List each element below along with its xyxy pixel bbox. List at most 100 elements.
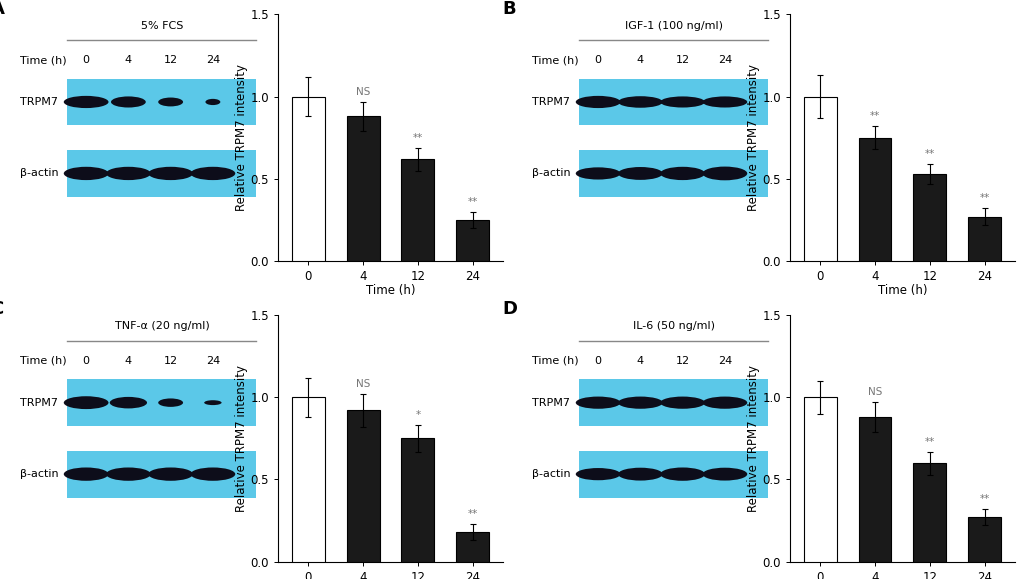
- Text: **: **: [924, 437, 934, 446]
- Text: 4: 4: [636, 356, 643, 366]
- Text: TRPM7: TRPM7: [20, 97, 58, 107]
- Bar: [579, 450, 767, 497]
- Ellipse shape: [575, 397, 620, 409]
- Bar: [858, 417, 891, 562]
- Text: 0: 0: [594, 55, 601, 65]
- Text: A: A: [0, 0, 4, 18]
- Bar: [803, 397, 836, 562]
- Text: TNF-α (20 ng/ml): TNF-α (20 ng/ml): [114, 321, 209, 331]
- Ellipse shape: [148, 167, 193, 180]
- Ellipse shape: [191, 167, 235, 180]
- Bar: [913, 463, 946, 562]
- Text: C: C: [0, 301, 4, 318]
- Ellipse shape: [158, 398, 182, 407]
- Ellipse shape: [702, 468, 747, 481]
- Ellipse shape: [205, 99, 220, 105]
- Text: 0: 0: [83, 356, 90, 366]
- Text: 4: 4: [124, 356, 131, 366]
- Text: **: **: [467, 509, 477, 519]
- Bar: [455, 220, 489, 261]
- Text: 12: 12: [163, 55, 177, 65]
- Text: Time (h): Time (h): [532, 55, 579, 65]
- Ellipse shape: [618, 397, 662, 409]
- Text: **: **: [924, 149, 934, 159]
- Text: Time (h): Time (h): [20, 356, 67, 366]
- Text: β-actin: β-actin: [532, 168, 571, 178]
- Text: NS: NS: [867, 387, 881, 397]
- Bar: [291, 397, 324, 562]
- Ellipse shape: [575, 96, 620, 108]
- Ellipse shape: [106, 167, 151, 180]
- Text: **: **: [413, 133, 423, 142]
- Text: **: **: [978, 193, 988, 203]
- Ellipse shape: [64, 167, 108, 180]
- Bar: [967, 517, 1001, 562]
- Text: Time (h): Time (h): [20, 55, 67, 65]
- Bar: [401, 438, 434, 562]
- Y-axis label: Relative TRPM7 intensity: Relative TRPM7 intensity: [234, 64, 248, 211]
- Bar: [346, 116, 379, 261]
- Text: β-actin: β-actin: [20, 168, 59, 178]
- Y-axis label: Relative TRPM7 intensity: Relative TRPM7 intensity: [746, 365, 759, 512]
- Text: 24: 24: [206, 55, 220, 65]
- Ellipse shape: [204, 400, 221, 405]
- Text: **: **: [869, 111, 879, 121]
- Text: *: *: [415, 411, 420, 420]
- Bar: [67, 79, 256, 126]
- Bar: [579, 379, 767, 426]
- Text: **: **: [978, 494, 988, 504]
- Ellipse shape: [110, 397, 147, 408]
- Text: IGF-1 (100 ng/ml): IGF-1 (100 ng/ml): [625, 21, 722, 31]
- Text: 12: 12: [675, 55, 689, 65]
- Text: β-actin: β-actin: [20, 469, 59, 479]
- Y-axis label: Relative TRPM7 intensity: Relative TRPM7 intensity: [746, 64, 759, 211]
- Text: B: B: [502, 0, 516, 18]
- Text: 12: 12: [675, 356, 689, 366]
- Text: **: **: [467, 197, 477, 207]
- Text: 4: 4: [636, 55, 643, 65]
- Ellipse shape: [64, 396, 108, 409]
- Bar: [579, 79, 767, 126]
- Bar: [401, 159, 434, 261]
- Text: 24: 24: [206, 356, 220, 366]
- Text: 0: 0: [83, 55, 90, 65]
- Ellipse shape: [191, 467, 235, 481]
- X-axis label: Time (h): Time (h): [877, 284, 926, 298]
- Text: Time (h): Time (h): [532, 356, 579, 366]
- Ellipse shape: [148, 467, 193, 481]
- Bar: [346, 411, 379, 562]
- Ellipse shape: [618, 167, 662, 180]
- Bar: [455, 532, 489, 562]
- Bar: [858, 138, 891, 261]
- Ellipse shape: [702, 167, 747, 180]
- Ellipse shape: [618, 96, 662, 108]
- Ellipse shape: [64, 467, 108, 481]
- Ellipse shape: [575, 167, 620, 179]
- Bar: [291, 97, 324, 261]
- Bar: [913, 174, 946, 261]
- Text: NS: NS: [356, 379, 370, 389]
- Bar: [579, 150, 767, 197]
- Text: TRPM7: TRPM7: [532, 398, 570, 408]
- Ellipse shape: [64, 96, 108, 108]
- Ellipse shape: [575, 468, 620, 480]
- Ellipse shape: [158, 97, 182, 107]
- Bar: [67, 379, 256, 426]
- Bar: [67, 450, 256, 497]
- Text: 5% FCS: 5% FCS: [141, 21, 183, 31]
- Y-axis label: Relative TRPM7 intensity: Relative TRPM7 intensity: [234, 365, 248, 512]
- Ellipse shape: [659, 467, 704, 481]
- Ellipse shape: [659, 167, 704, 180]
- Text: IL-6 (50 ng/ml): IL-6 (50 ng/ml): [633, 321, 714, 331]
- Ellipse shape: [702, 397, 747, 409]
- Ellipse shape: [702, 97, 747, 108]
- Text: NS: NS: [356, 87, 370, 97]
- Bar: [967, 217, 1001, 261]
- Ellipse shape: [106, 467, 151, 481]
- Text: 24: 24: [717, 356, 732, 366]
- Bar: [803, 97, 836, 261]
- Ellipse shape: [659, 397, 704, 409]
- Text: 4: 4: [124, 55, 131, 65]
- Ellipse shape: [659, 97, 704, 108]
- Text: 0: 0: [594, 356, 601, 366]
